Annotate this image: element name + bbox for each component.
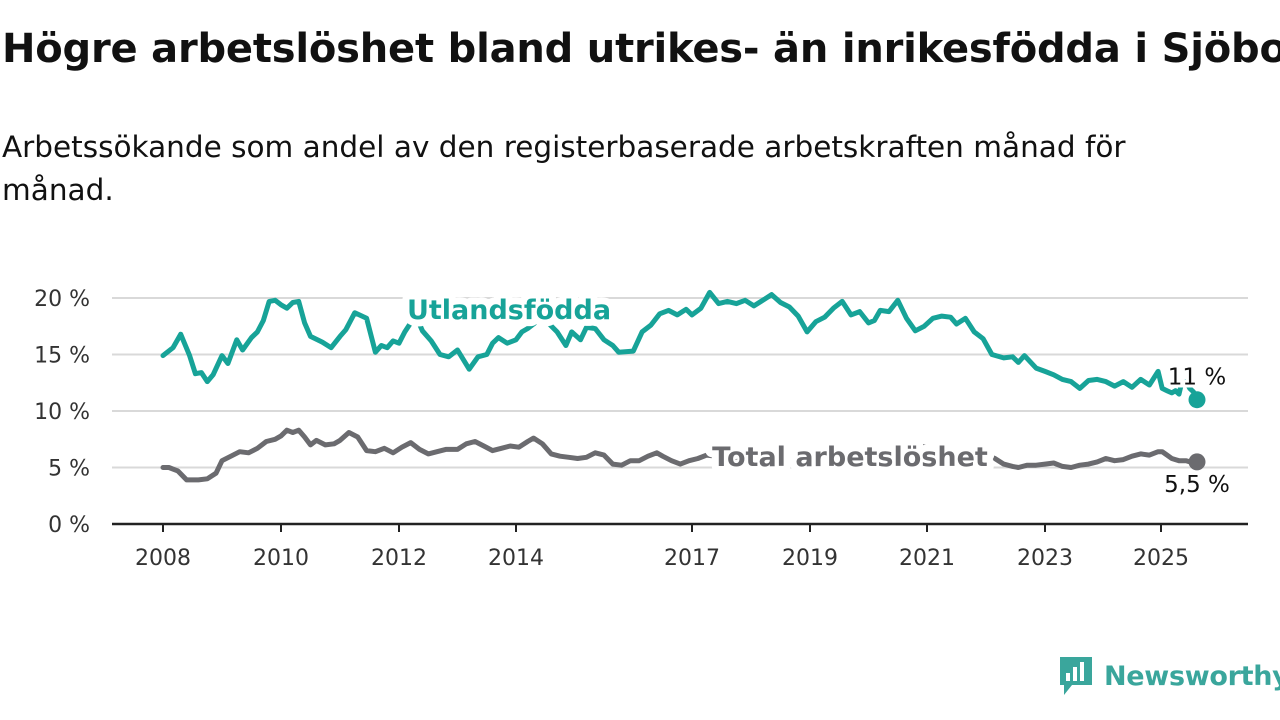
series-line (160, 289, 1200, 403)
x-tick-label: 2023 (1017, 546, 1073, 571)
chart-subtitle: Arbetssökande som andel av den registerb… (2, 130, 1126, 207)
chart-title: Högre arbetslöshet bland utrikes- än inr… (2, 26, 1280, 72)
x-tick-label: 2008 (135, 546, 191, 571)
end-label: 11 % (1168, 365, 1226, 391)
y-tick-label: 10 % (34, 400, 90, 425)
x-tick-label: 2010 (253, 546, 309, 571)
newsworthy-logo-icon (1060, 657, 1092, 695)
y-tick-label: 5 % (48, 457, 90, 482)
x-tick-label: 2012 (371, 546, 427, 571)
x-tick-label: 2019 (782, 546, 838, 571)
brand-name: Newsworthy (1104, 660, 1280, 692)
y-tick-label: 0 % (48, 513, 90, 538)
y-tick-label: 20 % (34, 287, 90, 312)
y-tick-label: 15 % (34, 344, 90, 369)
series-label-utlandsfodda-halo: Utlandsfödda (407, 295, 611, 326)
x-tick-label: 2025 (1133, 546, 1189, 571)
x-tick-label: 2017 (664, 546, 720, 571)
series-label-total-halo: Total arbetslöshet (712, 442, 988, 473)
end-point (1188, 391, 1206, 409)
brand-logo: Newsworthy (1058, 655, 1280, 697)
x-tick-label: 2014 (488, 546, 544, 571)
series-line (160, 427, 1200, 483)
x-tick-label: 2021 (899, 546, 955, 571)
series-label-utlandsfodda: Utlandsfödda (407, 295, 611, 326)
end-label: 5,5 % (1164, 472, 1230, 498)
series-label-total: Total arbetslöshet (712, 442, 988, 473)
end-point (1188, 453, 1206, 471)
